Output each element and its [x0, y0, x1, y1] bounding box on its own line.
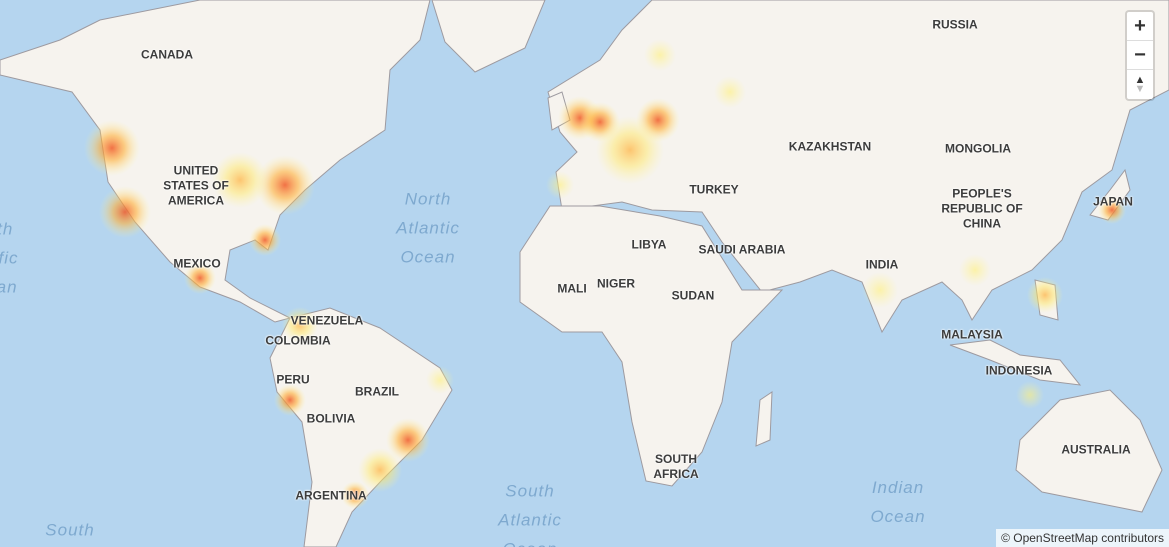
heat-spot [1027, 277, 1063, 313]
heat-spot [1098, 196, 1126, 224]
compass-icon: ▲ [1134, 73, 1146, 86]
heat-spot [274, 384, 306, 416]
label-brazil: BRAZIL [355, 384, 399, 399]
madagascar [755, 391, 773, 447]
label-bolivia: BOLIVIA [306, 411, 356, 426]
label-turkey: TURKEY [689, 182, 739, 197]
label-indonesia: INDONESIA [985, 363, 1053, 378]
heat-spots [84, 39, 1126, 509]
heat-spot [341, 481, 369, 509]
heat-spot [862, 272, 898, 308]
australia [1015, 389, 1163, 513]
reset-north-button[interactable]: ▲ ▼ [1127, 70, 1153, 99]
attribution[interactable]: © OpenStreetMap contributors [996, 529, 1169, 547]
label-south-pacific: South [45, 520, 95, 540]
label-mongolia: MONGOLIA [945, 141, 1011, 156]
label-india: INDIA [865, 257, 899, 272]
label-argentina: ARGENTINA [295, 488, 367, 503]
label-south-africa: SOUTH AFRICA [653, 452, 699, 481]
label-niger: NIGER [596, 276, 636, 291]
compass-south-icon: ▼ [1134, 82, 1146, 95]
heat-spot [714, 76, 746, 108]
zoom-in-button[interactable]: + [1127, 12, 1153, 41]
label-north-atlantic: North Atlantic Ocean [396, 189, 460, 267]
map-controls: + − ▲ ▼ [1125, 10, 1155, 101]
heat-spot [84, 120, 140, 176]
heat-spot [386, 418, 430, 462]
heat-spot [184, 262, 216, 294]
heat-spot [1016, 381, 1044, 409]
label-mali: MALI [557, 281, 587, 296]
greenland [431, 0, 546, 73]
label-russia: RUSSIA [932, 17, 978, 32]
label-canada: CANADA [141, 47, 193, 62]
heat-spot [959, 254, 991, 286]
label-indian-ocean: Indian Ocean [870, 478, 926, 526]
label-sudan: SUDAN [671, 288, 715, 303]
label-malaysia: MALAYSIA [941, 327, 1003, 342]
indonesia [949, 339, 1082, 386]
label-usa: UNITED STATES OF AMERICA [163, 163, 229, 208]
heat-spot [212, 152, 268, 208]
label-saudi-arabia: SAUDI ARABIA [698, 242, 786, 257]
label-peru: PERU [276, 372, 310, 387]
label-australia: AUSTRALIA [1061, 442, 1131, 457]
label-north-pacific: North Pacific Ocean [0, 219, 19, 297]
heat-spot [596, 116, 664, 184]
heat-spot [426, 366, 454, 394]
heat-spot [546, 171, 574, 199]
label-colombia: COLOMBIA [265, 333, 331, 348]
heat-spot [99, 186, 151, 238]
label-japan: JAPAN [1093, 194, 1133, 209]
heat-spot [282, 307, 318, 343]
africa [519, 205, 784, 487]
label-kazakhstan: KAZAKHSTAN [788, 139, 872, 154]
label-libya: LIBYA [631, 237, 667, 252]
label-venezuela: VENEZUELA [290, 313, 364, 328]
heat-spot [255, 155, 315, 215]
label-mexico: MEXICO [173, 256, 221, 271]
heat-spot [644, 39, 676, 71]
eurasia [547, 0, 1169, 334]
heat-spot [249, 224, 281, 256]
zoom-out-button[interactable]: − [1127, 41, 1153, 70]
label-china: PEOPLE'S REPUBLIC OF CHINA [941, 186, 1023, 231]
heat-spot [358, 448, 402, 492]
label-south-atlantic: South Atlantic Ocean [498, 481, 562, 547]
